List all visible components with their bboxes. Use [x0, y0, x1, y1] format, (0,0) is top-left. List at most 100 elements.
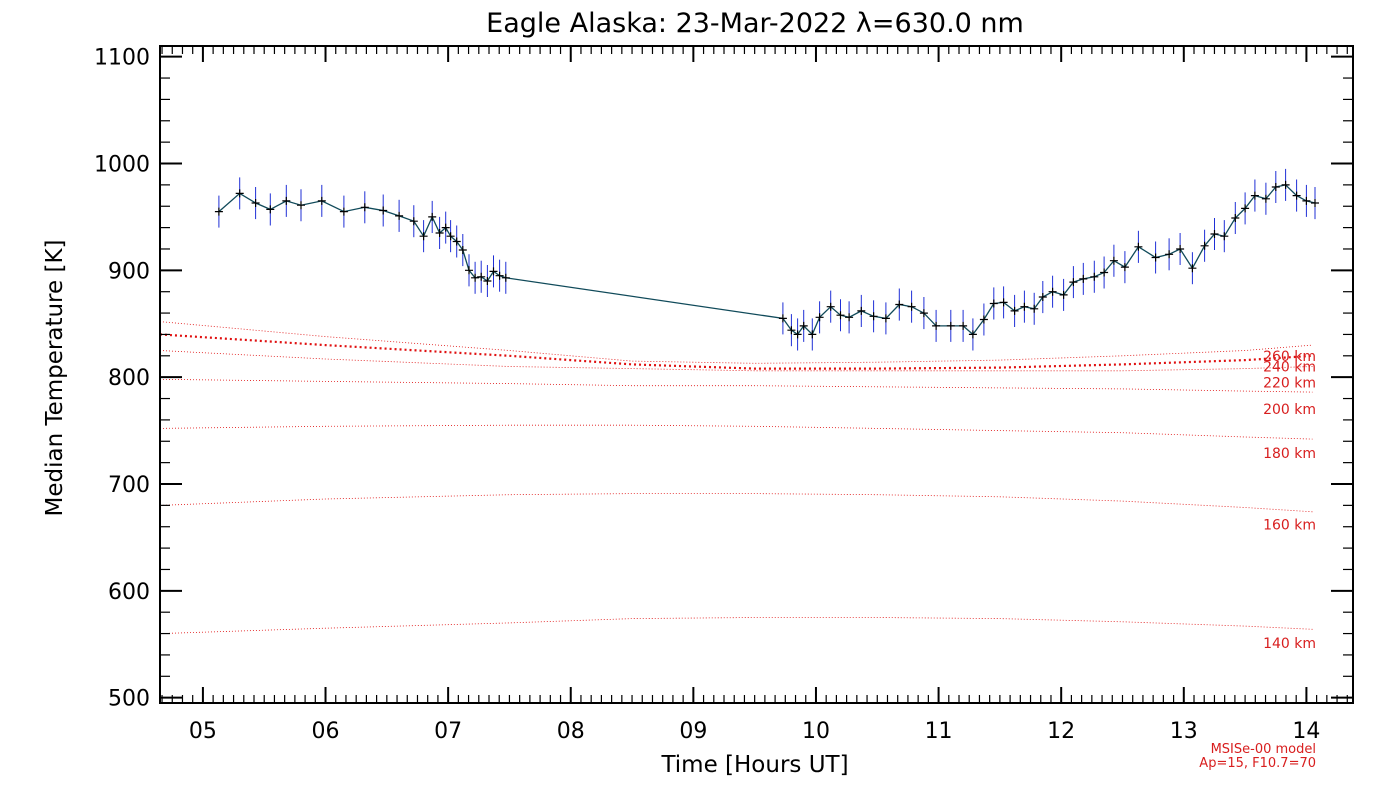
y-tick-label: 600 — [108, 580, 150, 605]
data-point — [435, 229, 444, 237]
data-point — [1048, 287, 1057, 296]
plot-frame — [159, 45, 1354, 704]
data-point — [214, 207, 223, 216]
data-point — [458, 246, 467, 254]
model-annotation: MSISe-00 model — [1211, 742, 1316, 757]
data-point — [1241, 204, 1250, 213]
y-tick-label: 500 — [108, 687, 150, 712]
data-point — [1176, 245, 1185, 253]
model-curve-260km — [159, 333, 1313, 370]
data-point — [317, 196, 326, 205]
data-point — [793, 330, 802, 339]
x-tick-label: 06 — [312, 719, 340, 744]
data-point — [959, 321, 968, 330]
data-point — [895, 300, 904, 309]
data-point — [1030, 304, 1039, 313]
y-tick-label: 800 — [108, 366, 150, 391]
axes: 05 06 07 08 09 10 11 12 13 14 500 600 700 800 900 1000 1… — [94, 45, 1354, 744]
x-tick-label: 08 — [557, 719, 585, 744]
data-point — [845, 313, 854, 322]
data-point — [946, 321, 955, 330]
data-point — [483, 277, 492, 285]
data-series — [214, 168, 1319, 351]
chart-title: Eagle Alaska: 23-Mar-2022 λ=630.0 nm — [486, 8, 1024, 39]
data-point — [836, 311, 845, 320]
data-point — [446, 232, 455, 241]
data-point — [1231, 214, 1240, 222]
x-tick-label: 12 — [1047, 719, 1075, 744]
data-point — [282, 196, 291, 205]
data-point — [808, 330, 817, 339]
data-point — [869, 312, 878, 321]
data-point — [489, 267, 498, 276]
data-point — [1311, 199, 1319, 207]
data-point — [999, 298, 1008, 307]
data-point — [441, 223, 450, 232]
data-point — [799, 321, 808, 330]
data-point — [932, 321, 941, 330]
x-tick-label: 10 — [802, 719, 830, 744]
data-point — [379, 206, 388, 215]
model-curve-160km — [159, 493, 1313, 513]
data-point — [419, 232, 428, 241]
data-point — [919, 309, 928, 318]
data-point — [471, 273, 480, 282]
data-point — [251, 199, 260, 207]
data-point — [787, 326, 796, 335]
y-tick-label: 900 — [108, 259, 150, 284]
data-point — [297, 201, 305, 210]
data-point — [1079, 274, 1088, 283]
data-point — [1271, 183, 1280, 191]
model-curve-200km — [159, 378, 1313, 393]
data-point — [815, 313, 824, 322]
y-tick-label: 700 — [108, 473, 150, 498]
data-point — [857, 306, 866, 315]
x-tick-label: 05 — [189, 719, 217, 744]
data-point — [495, 271, 504, 280]
data-point — [465, 266, 473, 275]
x-tick-label: 09 — [679, 719, 707, 744]
data-point — [1220, 232, 1229, 241]
data-point — [477, 272, 486, 281]
x-tick-label: 11 — [925, 719, 953, 744]
data-point — [1210, 230, 1219, 238]
x-tick-label: 13 — [1170, 719, 1198, 744]
data-point — [395, 211, 404, 220]
data-point — [1188, 264, 1197, 273]
data-point — [1109, 256, 1118, 265]
model-parameters: Ap=15, F10.7=70 — [1199, 756, 1316, 771]
model-label-260km: 260 km — [1263, 349, 1316, 365]
data-point — [409, 217, 418, 226]
data-point — [339, 207, 348, 216]
y-axis-label: Median Temperature [K] — [42, 240, 68, 517]
model-curve-240km — [159, 321, 1313, 364]
model-label-200km: 200 km — [1263, 402, 1316, 418]
model-label-160km: 160 km — [1263, 518, 1316, 534]
data-point — [907, 302, 916, 311]
y-tick-label: 1100 — [94, 46, 150, 71]
data-point — [1020, 302, 1029, 311]
data-point — [1100, 268, 1109, 277]
model-curve-180km — [159, 424, 1313, 440]
data-point — [428, 212, 437, 221]
data-point — [360, 203, 369, 212]
x-axis-label: Time [Hours UT] — [660, 752, 848, 778]
data-point — [266, 205, 275, 214]
model-curve-140km — [159, 617, 1313, 634]
model-label-220km: 220 km — [1263, 376, 1316, 392]
model-label-140km: 140 km — [1263, 636, 1316, 652]
x-tick-label: 07 — [434, 719, 462, 744]
data-point — [1090, 272, 1099, 281]
data-point — [1250, 191, 1259, 200]
model-curve-220km — [159, 350, 1313, 372]
data-point — [826, 302, 835, 311]
data-point — [881, 314, 890, 323]
model-label-180km: 180 km — [1263, 446, 1316, 462]
y-tick-label: 1000 — [94, 153, 150, 178]
data-point — [1200, 241, 1209, 250]
model-label-240km: 240 km — [1263, 360, 1316, 376]
data-point — [778, 314, 787, 323]
data-point — [1281, 180, 1290, 189]
